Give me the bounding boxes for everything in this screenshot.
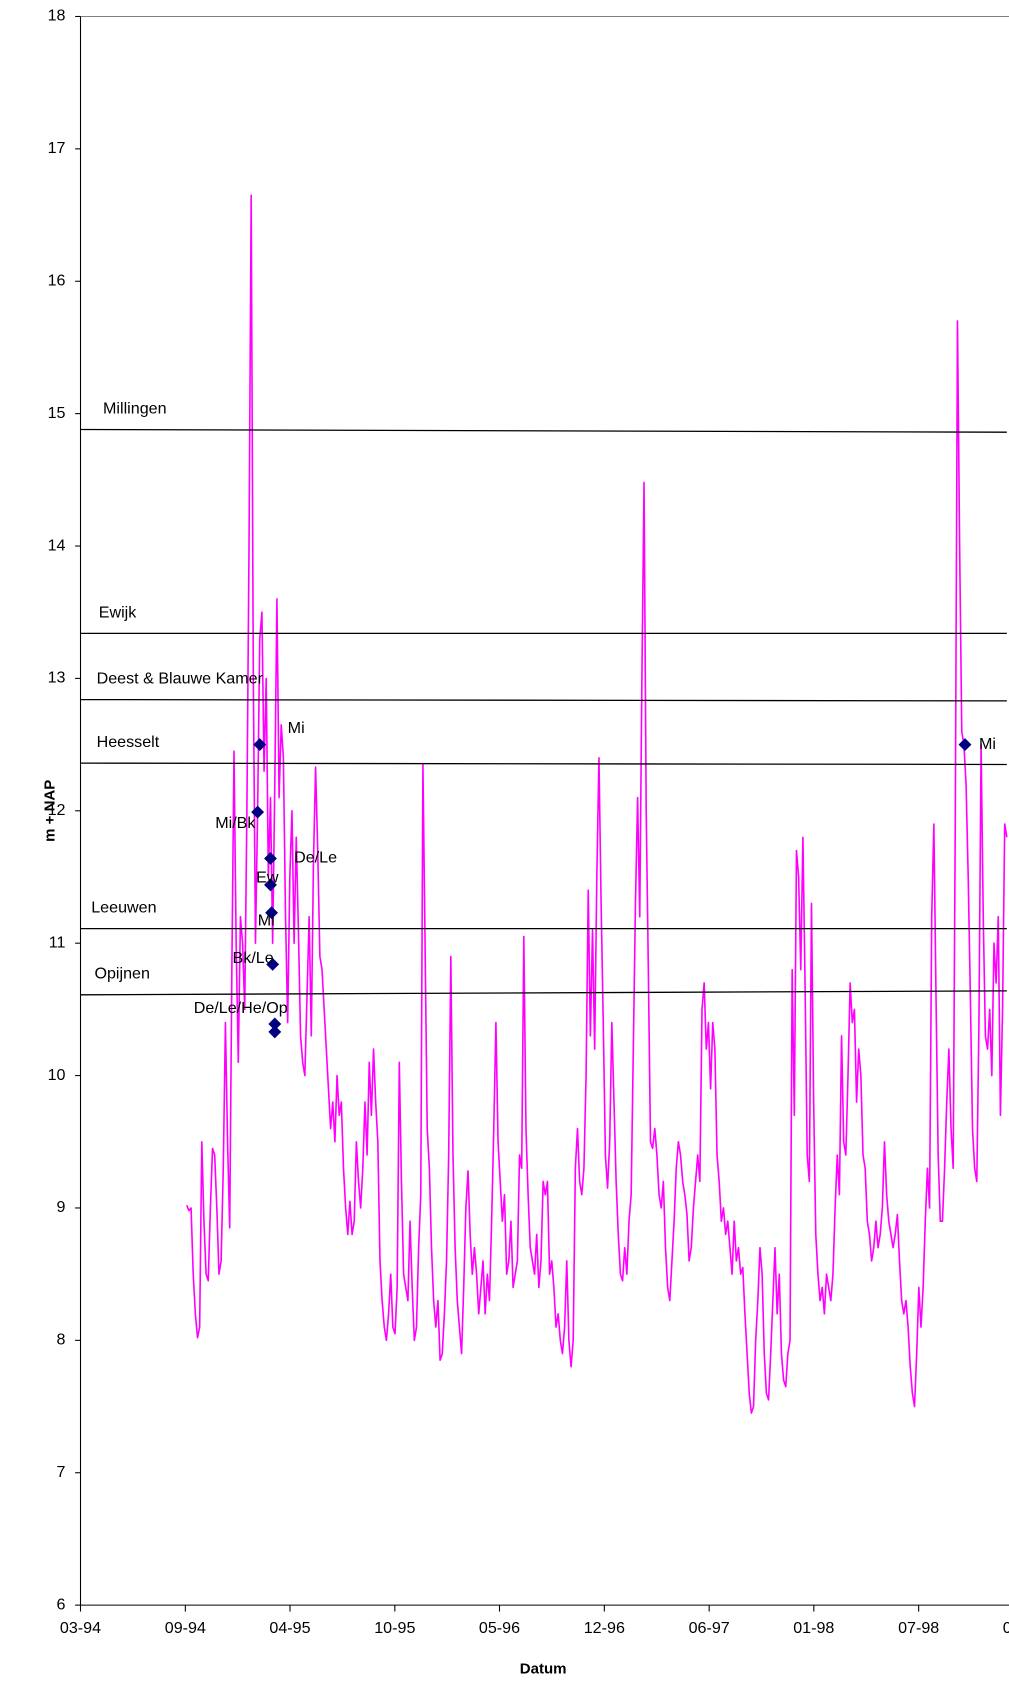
data-label: Mi [979,735,996,753]
x-tick-label: 04-95 [269,1619,310,1637]
data-label: Mi/Bk [215,814,256,832]
x-tick-label: 10-95 [374,1619,415,1637]
data-label: Bk/Le [233,949,274,967]
y-axis-title: m + NAP [41,780,58,842]
reference-line-label: Heesselt [97,733,160,751]
reference-line-label: Leeuwen [91,898,156,916]
y-tick-label: 14 [48,536,66,554]
x-tick-label: 05-96 [479,1619,520,1637]
y-tick-label: 7 [57,1463,66,1481]
data-point [266,957,280,971]
data-label: Mi [258,912,275,930]
data-label: De/Le [294,849,337,867]
data-label: De/Le/He/Op [194,999,288,1017]
data-point [268,1025,282,1039]
y-tick-label: 11 [49,933,66,951]
y-tick-label: 8 [57,1331,66,1349]
reference-line [80,428,1007,433]
reference-line-label: Millingen [103,399,167,417]
y-tick-label: 17 [48,139,66,157]
data-point [264,852,277,865]
data-point [265,906,279,920]
reference-line [80,762,1007,766]
data-point [268,1017,282,1031]
data-point [253,738,267,752]
data-label: Mi [288,719,305,737]
reference-line-label: Ewijk [99,603,138,621]
y-tick-label: 12 [48,801,66,819]
x-tick-label: 01-98 [793,1619,834,1637]
data-label: Ew [256,869,279,887]
data-point [958,738,972,752]
x-tick-label: 03-94 [60,1619,101,1637]
reference-line [80,698,1007,702]
y-tick-label: 16 [48,272,66,290]
y-tick-label: 9 [57,1198,66,1216]
x-axis-title: Datum [520,1660,567,1677]
x-tick-label: 02-99 [1003,1619,1009,1637]
reference-line-label: Opijnen [94,965,149,983]
reference-line [80,990,1007,996]
plot-area [80,194,1008,1414]
y-tick-label: 18 [48,7,66,25]
x-tick-label: 07-98 [898,1619,939,1637]
data-point [264,878,277,892]
x-tick-label: 12-96 [584,1619,625,1637]
y-tick-label: 10 [48,1066,66,1084]
x-tick-label: 06-97 [689,1619,730,1637]
y-tick-label: 6 [57,1595,66,1613]
y-tick-label: 15 [48,404,66,422]
water-level-line [186,194,1008,1414]
x-tick-label: 09-94 [165,1619,206,1637]
reference-line-label: Deest & Blauwe Kamer [97,669,264,687]
data-point [251,805,265,819]
y-tick-label: 13 [48,669,66,687]
